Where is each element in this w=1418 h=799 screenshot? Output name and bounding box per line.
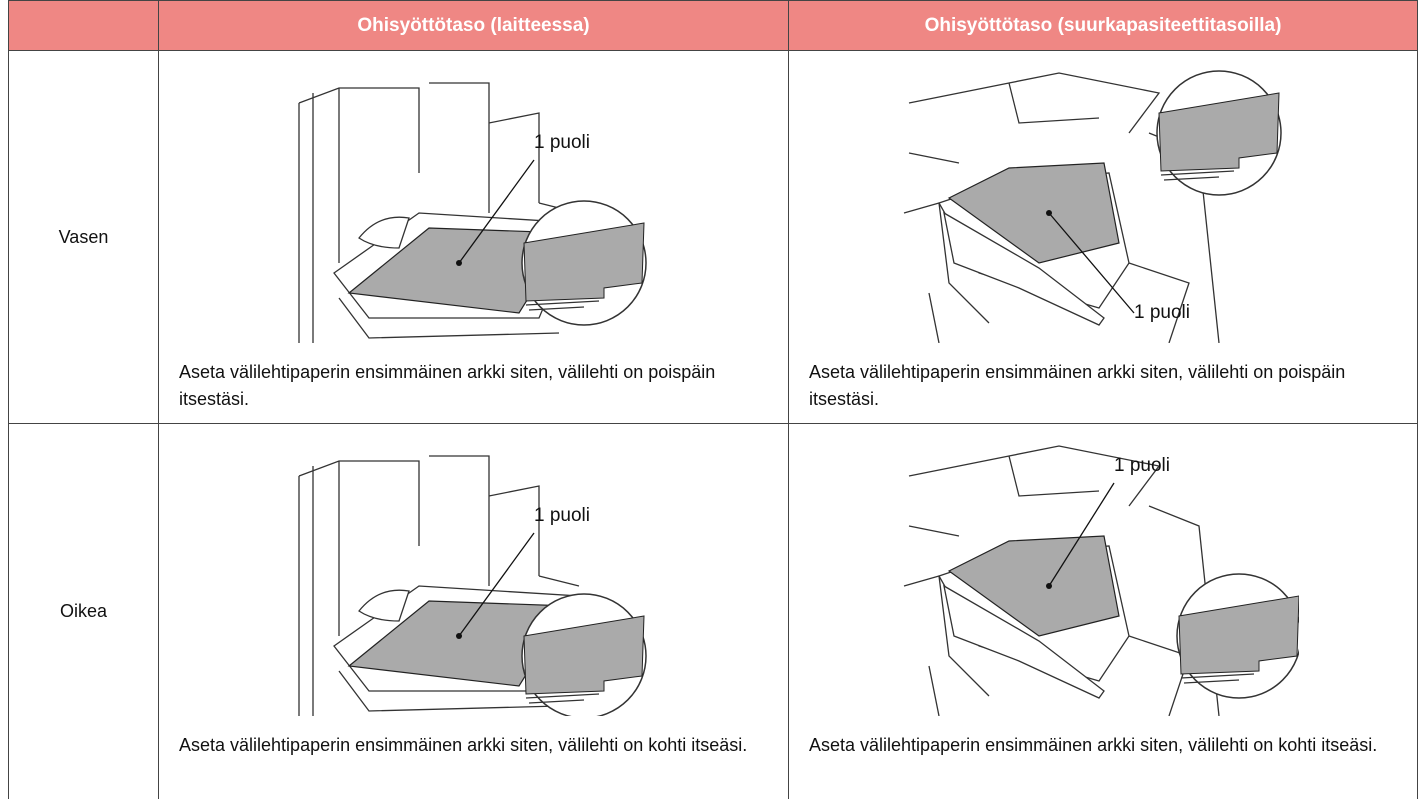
callout-label: 1 puoli xyxy=(534,505,590,526)
tray-front xyxy=(943,211,1105,326)
roller xyxy=(358,589,410,622)
magnified-paper xyxy=(523,615,645,695)
leader-dot xyxy=(456,260,462,266)
paper xyxy=(947,162,1120,264)
table-cell: 1 puoli Aseta välilehtipaperin ensimmäine… xyxy=(788,423,1418,799)
caption: Aseta välilehtipaperin ensimmäinen arkki… xyxy=(809,735,1378,755)
row-label: Vasen xyxy=(8,50,158,423)
leader-dot xyxy=(1046,210,1052,216)
leader-line xyxy=(1048,482,1115,587)
caption: Aseta välilehtipaperin ensimmäinen arkki… xyxy=(179,735,748,755)
callout-label: 1 puoli xyxy=(1134,302,1190,323)
tab-lines xyxy=(1160,170,1235,181)
leader-line xyxy=(458,532,535,637)
illustration: 1 puoli xyxy=(298,455,647,716)
machine-outline xyxy=(298,455,580,716)
header-corner xyxy=(8,0,158,51)
paper xyxy=(947,535,1120,637)
tab-lines xyxy=(525,693,600,704)
column-header: Ohisyöttötaso (suurkapasiteettitasoilla) xyxy=(788,0,1418,51)
illustration: 1 puoli xyxy=(903,70,1282,343)
table-cell: 1 puoli Aseta välilehtipaperin ensimmäine… xyxy=(158,50,788,423)
leader-dot xyxy=(456,633,462,639)
roller xyxy=(358,216,410,249)
machine-outline xyxy=(903,445,1220,716)
caption: Aseta välilehtipaperin ensimmäinen arkki… xyxy=(809,362,1346,409)
magnified-paper xyxy=(1158,92,1280,172)
leader-line xyxy=(458,159,535,264)
tab-lines xyxy=(525,300,600,311)
leader-dot xyxy=(1046,583,1052,589)
illustration: 1 puoli xyxy=(298,82,647,343)
magnified-paper xyxy=(1178,595,1299,675)
callout-label: 1 puoli xyxy=(534,132,590,153)
table-cell: 1 puoli Aseta välilehtipaperin ensimmäine… xyxy=(158,423,788,799)
callout-label: 1 puoli xyxy=(1114,455,1170,476)
column-header: Ohisyöttötaso (laitteessa) xyxy=(158,0,788,51)
illustration: 1 puoli xyxy=(903,445,1299,716)
caption: Aseta välilehtipaperin ensimmäinen arkki… xyxy=(179,362,716,409)
machine-outline xyxy=(298,82,580,343)
machine-outline xyxy=(903,72,1220,343)
magnified-paper xyxy=(523,222,645,302)
row-label: Oikea xyxy=(8,423,158,799)
leader-line xyxy=(1048,212,1135,314)
tray-front xyxy=(943,584,1105,699)
table-cell: 1 puoli Aseta välilehtipaperin ensimmäine… xyxy=(788,50,1418,423)
tab-lines xyxy=(1180,673,1255,684)
